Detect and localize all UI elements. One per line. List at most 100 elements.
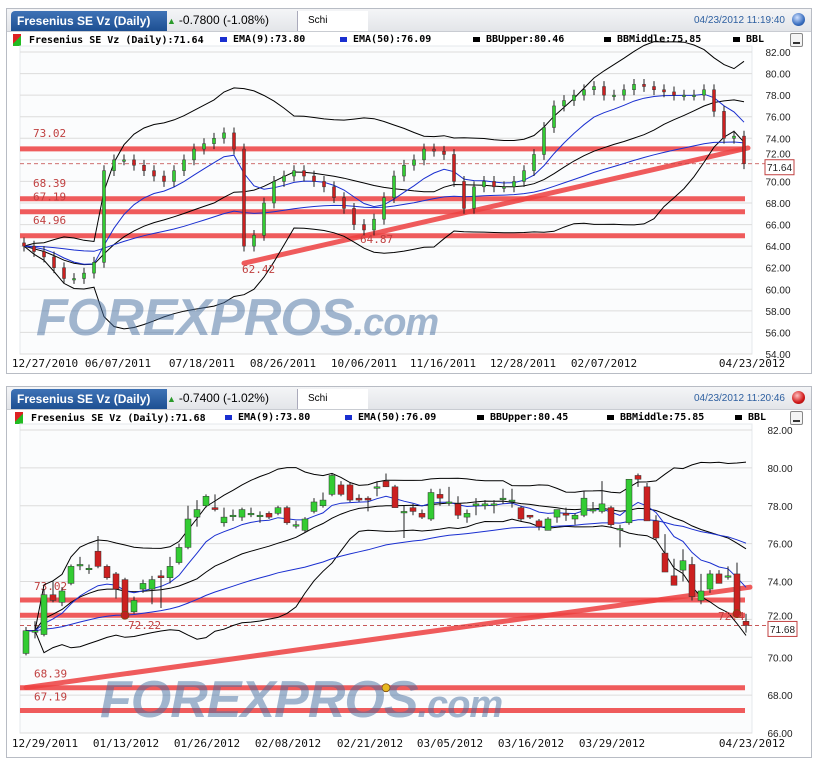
- candle: [247, 513, 255, 516]
- instrument-tab[interactable]: Fresenius SE Vz (Daily): [11, 11, 167, 31]
- x-tick-label: 10/06/2011: [331, 357, 397, 370]
- legend-item-price: Fresenius SE Vz (Daily):71.64: [13, 34, 204, 46]
- y-tick-label: 56.00: [765, 328, 790, 339]
- y-tick-label: 82.00: [767, 426, 792, 437]
- candle: [139, 583, 147, 590]
- candle: [562, 100, 566, 107]
- candle: [582, 89, 586, 96]
- y-tick-label: 72.00: [765, 150, 790, 161]
- candle: [103, 566, 111, 578]
- last-price-box: [764, 159, 795, 176]
- price-change: ▲ -0.7400 (-1.02%): [167, 391, 269, 405]
- candle: [432, 148, 436, 152]
- color-swatch-icon: [607, 414, 614, 420]
- candle: [632, 84, 636, 90]
- candle: [482, 181, 486, 188]
- candle: [282, 175, 286, 182]
- candle: [697, 590, 705, 601]
- candle: [742, 621, 750, 626]
- candle: [92, 262, 96, 274]
- y-tick-label: 76.00: [767, 540, 792, 551]
- minimize-button[interactable]: [790, 411, 803, 425]
- x-tick-label: 04/23/2012: [719, 357, 785, 370]
- change-value: -0.7800 (-1.08%): [178, 13, 269, 27]
- legend-label: EMA(9):73.80: [233, 34, 306, 45]
- watermark-logo: FOREXPROS.com: [100, 672, 503, 733]
- candle: [592, 86, 596, 90]
- y-tick-label: 66.00: [765, 221, 790, 232]
- candle: [442, 150, 446, 155]
- candle: [490, 503, 498, 506]
- x-tick-label: 02/08/2012: [255, 737, 321, 750]
- candle: [670, 575, 678, 586]
- x-tick-label: 07/18/2011: [169, 357, 235, 370]
- candle: [733, 573, 741, 614]
- y-tick-label: 80.00: [765, 70, 790, 81]
- candle: [40, 594, 48, 635]
- candle: [715, 573, 723, 584]
- x-tick-label: 01/13/2012: [93, 737, 159, 750]
- candle: [682, 94, 686, 97]
- watermark-logo: FOREXPROS.com: [36, 290, 440, 351]
- price-annotation: 62.42: [242, 263, 275, 276]
- y-tick-label: 58.00: [765, 307, 790, 318]
- candle: [634, 475, 642, 480]
- y-tick-label: 68.00: [767, 691, 792, 702]
- color-swatch-icon: [340, 36, 347, 42]
- candle: [679, 560, 687, 571]
- candle: [499, 497, 507, 500]
- level-label: 67.19: [33, 191, 66, 204]
- instrument-tab[interactable]: Fresenius SE Vz (Daily): [11, 389, 167, 409]
- x-tick-label: 02/21/2012: [337, 737, 403, 750]
- candle: [265, 513, 273, 518]
- candle: [242, 148, 246, 247]
- candle: [212, 138, 216, 144]
- candle: [616, 528, 624, 531]
- status-orb-icon[interactable]: [792, 391, 805, 404]
- candle: [580, 497, 588, 516]
- candle: [732, 135, 736, 139]
- candle: [312, 175, 316, 182]
- candle: [722, 111, 726, 139]
- candle: [622, 89, 626, 96]
- status-orb-icon[interactable]: [792, 13, 805, 26]
- candle: [402, 165, 406, 177]
- y-tick-label: 54.00: [765, 350, 790, 361]
- candle: [571, 514, 579, 520]
- legend-item-bbupper: BBUpper:80.46: [473, 34, 564, 45]
- candle: [481, 503, 489, 507]
- candle: [49, 594, 57, 601]
- candle: [301, 518, 309, 531]
- legend-item-ema50: EMA(50):76.09: [340, 34, 431, 45]
- legend-item-bblower: BBL: [733, 34, 764, 45]
- second-tab[interactable]: Schi: [297, 389, 368, 409]
- legend-label: BBUpper:80.45: [490, 412, 569, 423]
- last-price-label: 71.68: [770, 625, 795, 636]
- minimize-button[interactable]: [790, 33, 803, 47]
- candle: [422, 148, 426, 161]
- last-price-label: 71.64: [767, 163, 792, 174]
- y-tick-label: 80.00: [767, 464, 792, 475]
- watermark-suffix: .com: [353, 302, 440, 344]
- price-change: ▲ -0.7800 (-1.08%): [167, 13, 269, 27]
- legend-label: BBMiddle:75.85: [620, 412, 705, 423]
- candle: [612, 94, 616, 97]
- level-label: 68.39: [33, 177, 66, 190]
- candlestick-icon: [15, 412, 23, 424]
- candle: [352, 208, 356, 225]
- candle: [643, 486, 651, 522]
- candle: [706, 573, 714, 590]
- x-tick-label: 01/26/2012: [174, 737, 240, 750]
- candle: [355, 497, 363, 501]
- candle: [262, 202, 266, 236]
- candle: [319, 499, 327, 507]
- color-swatch-icon: [733, 36, 740, 42]
- candle: [222, 132, 226, 139]
- y-tick-label: 66.00: [767, 729, 792, 740]
- timestamp: 04/23/2012 11:19:40: [693, 15, 785, 26]
- candle: [130, 600, 138, 613]
- second-tab[interactable]: Schi: [297, 11, 368, 31]
- candle: [42, 251, 46, 258]
